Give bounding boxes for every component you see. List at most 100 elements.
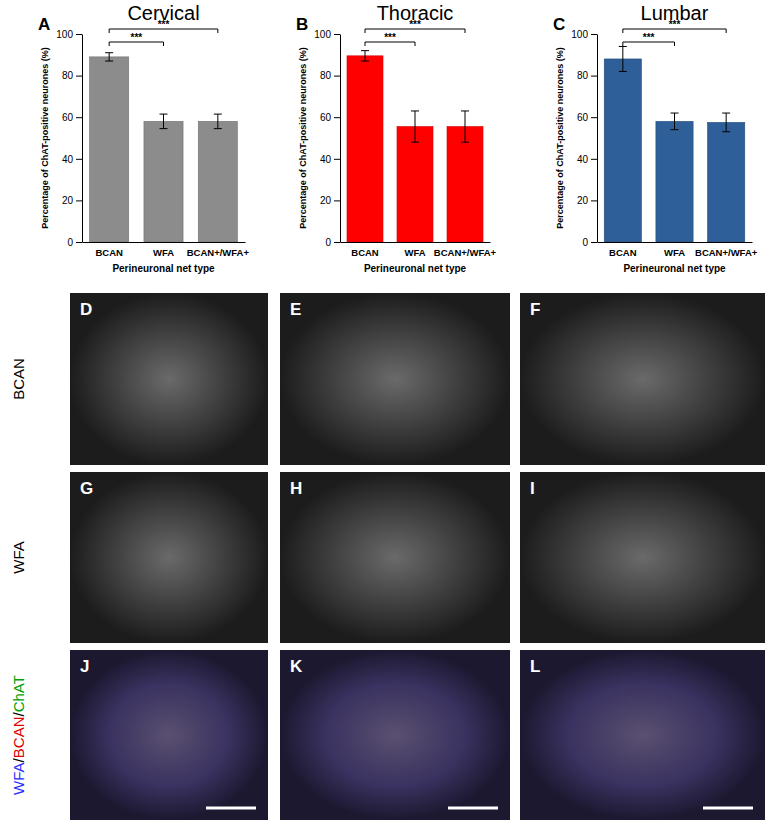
image-panel: K [280,650,510,820]
error-bar-cap [105,52,113,53]
y-tick-mark [76,159,82,160]
bar [397,127,433,242]
x-tick-label: BCAN [351,247,379,258]
x-tick-label: WFA [153,247,174,258]
image-panel-letter: G [80,479,93,498]
y-tick-label: 100 [314,29,331,40]
y-tick-label: 60 [320,112,332,123]
micrograph [280,293,510,465]
y-tick: 40 [62,154,82,165]
error-bar-stem [365,51,366,61]
x-tick: WFA [404,242,425,258]
image-panel-letter: H [290,479,302,498]
y-tick: 40 [577,154,597,165]
y-tick-mark [591,159,597,160]
x-tick-label: BCAN+/WFA+ [434,247,497,258]
error-bar-cap [722,113,730,114]
y-axis: 020406080100 [56,29,82,248]
micrograph [70,472,268,643]
image-panel-letter: F [530,300,540,319]
image-panel-letter: D [80,300,92,319]
chart-panel: ACervical020406080100BCANWFABCAN+/WFA+Pe… [38,2,249,274]
y-tick-label: 100 [56,29,73,40]
y-axis-line [597,35,598,243]
micrograph [280,650,510,820]
significance-label: *** [384,32,396,43]
plot-area [347,51,483,242]
error-bar [160,114,168,129]
error-bar-stem [622,46,623,71]
y-tick-mark [76,200,82,201]
row-label: WFA/BCAN/ChAT [10,675,27,795]
y-tick-label: 20 [577,195,589,206]
row-label: WFA [10,541,27,574]
image-panel: J [70,650,268,820]
y-tick-mark [591,242,597,243]
micrograph [70,650,268,820]
image-panel-letter: E [290,300,301,319]
y-axis-title: Percentage of ChAT-positive neurones (%) [555,47,565,228]
y-tick-label: 80 [577,70,589,81]
panel-letter: B [296,15,308,34]
micrograph [520,650,765,820]
y-tick-mark [591,117,597,118]
significance: *** [623,32,675,46]
x-axis-title: Perineuronal net type [112,263,215,274]
image-panel: I [520,472,765,643]
y-tick-label: 60 [62,112,74,123]
y-tick-mark [76,34,82,35]
y-tick-label: 40 [62,154,74,165]
error-bar-stem [465,111,466,142]
figure: ACervical020406080100BCANWFABCAN+/WFA+Pe… [0,0,768,827]
significance-label: *** [130,32,142,43]
error-bar-stem [415,111,416,142]
y-tick: 0 [325,237,340,248]
micrograph [70,293,268,465]
y-tick-label: 0 [325,237,331,248]
significance-label: *** [669,19,681,30]
y-tick-mark [334,34,340,35]
x-tick: BCAN [95,242,123,258]
bar [198,121,237,242]
y-tick-label: 40 [577,154,589,165]
y-tick: 20 [62,195,82,206]
chart-panel: CLumbar020406080100BCANWFABCAN+/WFA+Peri… [553,2,758,274]
image-panel-letter: K [290,657,303,676]
row-label-part: WFA [10,762,27,795]
y-tick: 100 [56,29,82,40]
plot-area [604,46,745,242]
y-tick: 20 [320,195,340,206]
y-tick: 60 [320,112,340,123]
error-bar-cap [160,114,168,115]
image-panel-letter: I [530,479,535,498]
image-panel-letter: L [530,657,540,676]
y-tick-mark [76,117,82,118]
y-tick: 80 [62,70,82,81]
bar [604,59,641,242]
error-bar-cap [105,61,113,62]
y-tick-label: 20 [320,195,332,206]
y-tick-mark [334,242,340,243]
y-tick-label: 80 [62,70,74,81]
error-bar [361,51,369,61]
significance: *** [109,19,218,33]
y-tick-mark [334,117,340,118]
x-axis: BCAN WFA BCAN+/WFA+ [341,242,497,258]
error-bar-stem [726,113,727,132]
plot-area [90,53,238,242]
y-tick: 80 [577,70,597,81]
x-tick-label: BCAN [609,247,637,258]
row-label: BCAN [10,358,27,400]
image-panel: D [70,293,268,465]
error-bar [411,111,419,142]
image-grid: BCANWFAWFA/BCAN/ChATDEFGHIJKL [10,293,765,820]
x-axis-line [598,242,753,243]
y-tick-label: 40 [320,154,332,165]
y-tick-mark [334,159,340,160]
panel-letter: C [553,15,565,34]
x-tick-label: BCAN+/WFA+ [695,247,758,258]
x-axis-title: Perineuronal net type [364,263,467,274]
row-label-part: BCAN [10,358,27,400]
scale-bar [206,807,256,810]
x-tick-label: WFA [664,247,685,258]
